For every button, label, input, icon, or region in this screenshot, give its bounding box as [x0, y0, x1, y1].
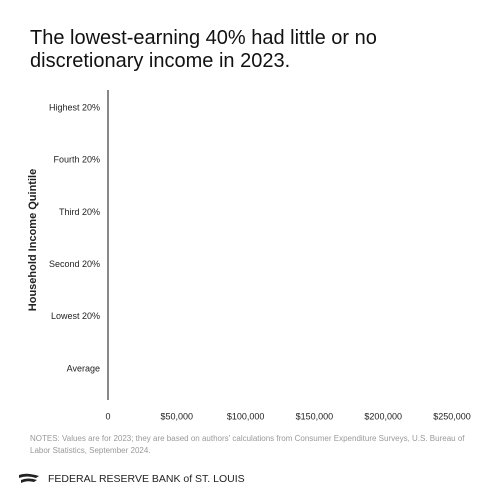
chart-title: The lowest-earning 40% had little or no …: [30, 27, 377, 72]
x-tick-label: $100,000: [227, 411, 265, 421]
y-tick-label: Lowest 20%: [51, 311, 100, 321]
chart: Household Income Quintile 0 $50,000 $100,0…: [27, 90, 471, 421]
y-tick-label: Fourth 20%: [53, 155, 100, 165]
y-tick-label: Highest 20%: [49, 102, 100, 112]
y-tick-label: Third 20%: [59, 207, 100, 217]
y-tick-label: Second 20%: [49, 259, 100, 269]
footer-text: FEDERAL RESERVE BANK of ST. LOUIS: [48, 473, 245, 485]
logo: [19, 473, 39, 483]
x-tick-label: $50,000: [161, 411, 194, 421]
x-tick-label: $200,000: [364, 411, 402, 421]
x-tick-label: 0: [105, 411, 110, 421]
y-axis-label: Household Income Quintile: [27, 169, 39, 311]
notes: NOTES: Values are for 2023; they are bas…: [30, 434, 465, 455]
x-tick-label: $250,000: [433, 411, 471, 421]
footer: FEDERAL RESERVE BANK of ST. LOUIS: [18, 472, 245, 486]
y-tick-label: Average: [67, 363, 100, 373]
x-tick-label: $150,000: [296, 411, 334, 421]
